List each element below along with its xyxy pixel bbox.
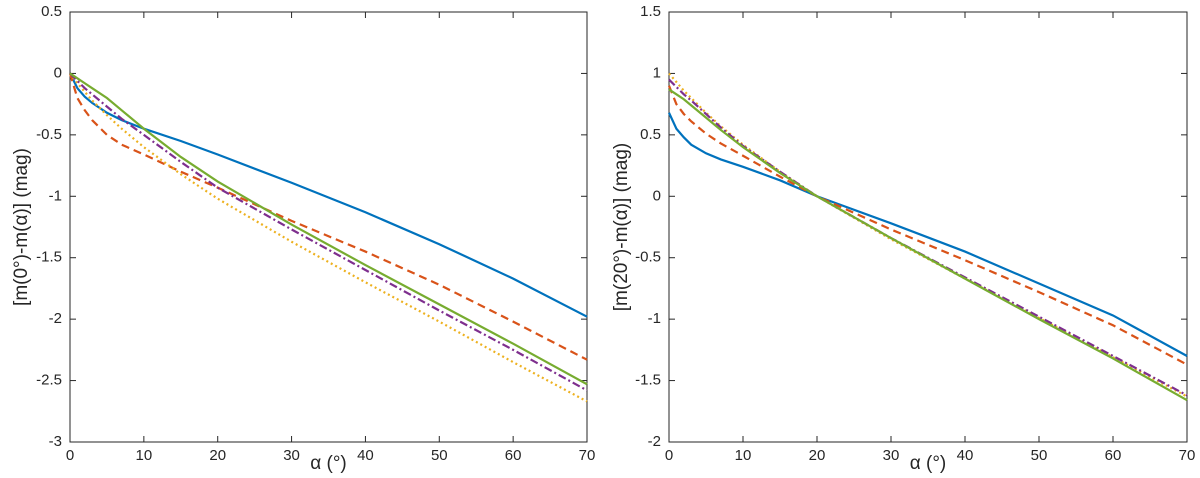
plot-area [69,11,588,443]
y-axis-label: [m(20°)-m(α)] (mag) [611,143,632,311]
y-tick-label: -1.5 [635,372,661,389]
x-axis-label: α (°) [910,453,947,474]
data-line [667,85,1188,366]
y-tick-label: 0.5 [640,126,661,143]
x-tick-label: 40 [357,447,374,464]
y-tick-label: 0.5 [41,3,62,20]
data-line [69,72,588,392]
plot-area [668,11,1188,443]
y-tick-label: 1.5 [640,3,661,20]
data-line [668,72,1188,398]
y-tick-label: -0.5 [635,249,661,266]
x-tick-label: 70 [1179,447,1196,464]
y-tick-label: -1 [648,310,661,327]
data-line [69,72,588,318]
x-tick-label: 70 [579,447,596,464]
x-tick-label: 0 [665,447,673,464]
x-tick-label: 40 [957,447,974,464]
y-tick-label: -3 [49,433,62,450]
y-tick-label: -0.5 [36,126,62,143]
x-tick-label: 30 [883,447,900,464]
x-tick-label: 0 [66,447,74,464]
y-tick-label: -2.5 [36,372,62,389]
y-tick-label: -2 [648,433,661,450]
y-tick-label: 0 [653,187,661,204]
data-line [68,73,588,361]
x-axis-label: α (°) [310,453,347,474]
x-tick-label: 50 [1031,447,1048,464]
y-tick-label: -2 [49,310,62,327]
x-tick-label: 60 [505,447,522,464]
x-tick-label: 30 [283,447,300,464]
x-tick-label: 50 [431,447,448,464]
y-tick-label: -1 [49,187,62,204]
y-tick-label: -1.5 [36,249,62,266]
x-tick-label: 10 [136,447,153,464]
x-tick-label: 60 [1105,447,1122,464]
x-tick-label: 20 [209,447,226,464]
y-axis-label: [m(0°)-m(α)] (mag) [11,148,32,306]
data-line [69,72,588,386]
data-line [69,72,588,403]
y-tick-label: 0 [54,64,62,81]
x-tick-label: 10 [735,447,752,464]
x-tick-label: 20 [809,447,826,464]
data-line [668,112,1188,357]
data-line [668,88,1188,402]
data-line [668,78,1188,397]
y-tick-label: 1 [653,64,661,81]
